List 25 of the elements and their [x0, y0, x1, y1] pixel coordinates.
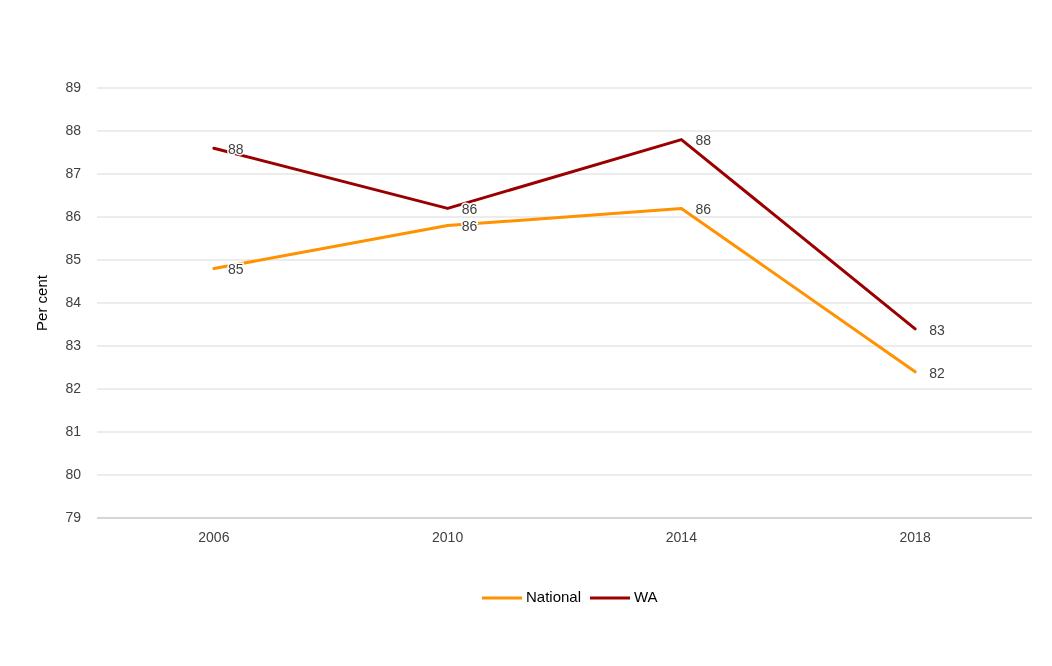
y-tick-label: 79: [65, 508, 82, 525]
data-label: 86: [461, 201, 478, 218]
x-tick-label: 2010: [432, 529, 464, 545]
x-tick-label: 2018: [899, 529, 931, 545]
y-tick-label: 84: [65, 293, 82, 310]
y-tick-label: 82: [65, 379, 82, 396]
data-label: 82: [929, 364, 945, 381]
data-label: 86: [695, 201, 712, 218]
y-tick-label: 86: [65, 207, 82, 224]
y-tick-label: 89: [65, 78, 82, 95]
data-label: 83: [929, 321, 945, 338]
x-tick-label: 2014: [665, 529, 698, 545]
y-tick-label: 83: [65, 336, 82, 353]
legend-label: National: [526, 587, 582, 605]
y-tick-label: 80: [65, 465, 82, 482]
data-label: 88: [695, 132, 712, 149]
x-tick-label: 2006: [198, 529, 230, 545]
data-label: 85: [227, 261, 244, 278]
y-tick-label: 87: [65, 164, 82, 181]
line-series: [212, 206, 917, 374]
legend-label: WA: [634, 587, 658, 605]
y-tick-label: 85: [65, 250, 82, 267]
y-tick-label: 88: [65, 121, 82, 138]
y-axis-title: Per cent: [33, 274, 50, 331]
y-tick-label: 81: [65, 422, 82, 439]
